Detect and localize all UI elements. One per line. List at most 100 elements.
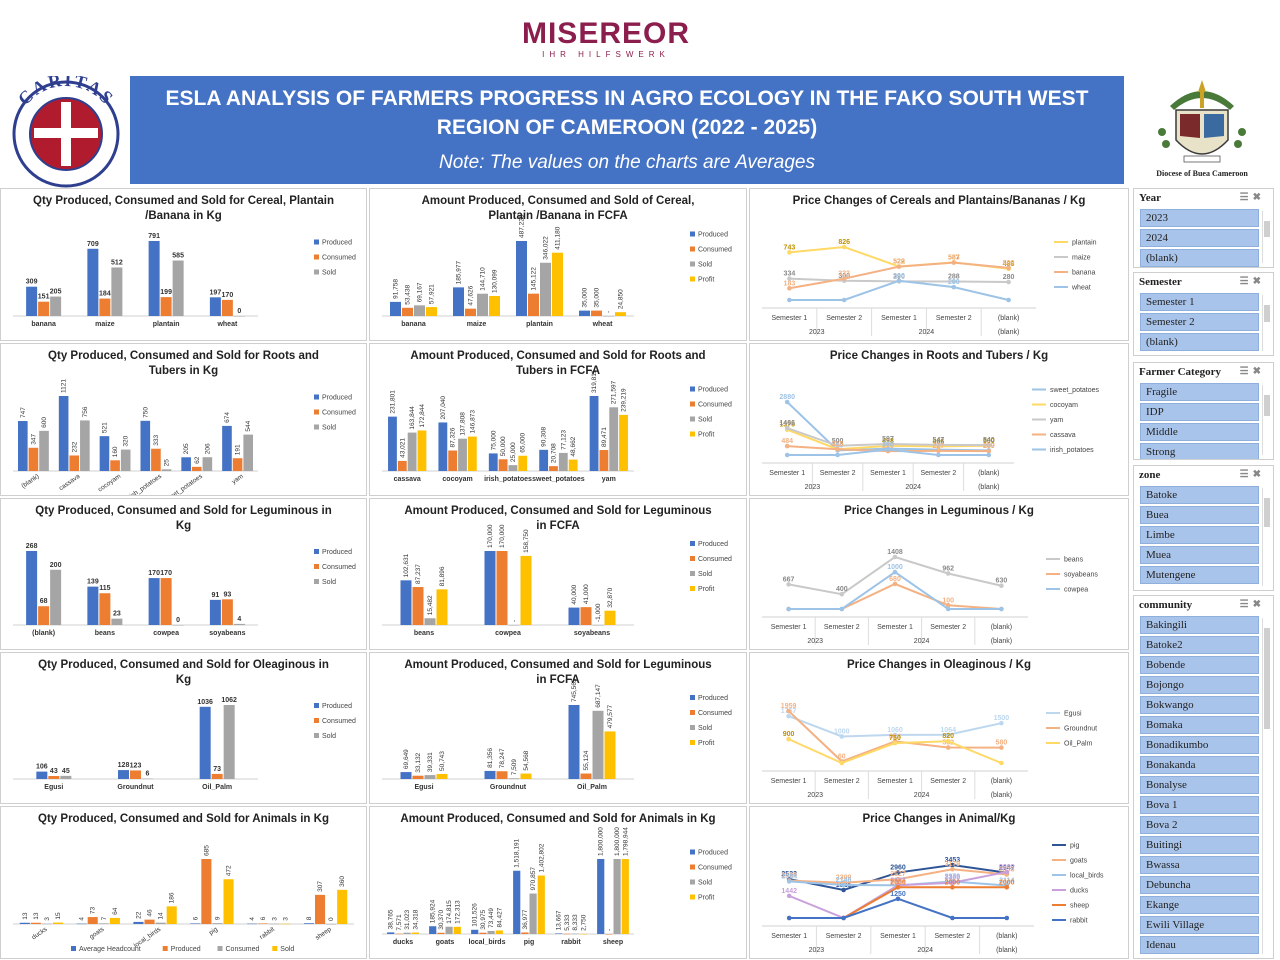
multi-select-icon[interactable]: ☰✖	[1239, 276, 1265, 287]
legend-consumed: Consumed	[322, 410, 356, 417]
bar-consumed-beans	[99, 593, 111, 625]
slicer-item-bokwango[interactable]: Bokwango	[1140, 696, 1259, 714]
slicer-item-debuncha[interactable]: Debuncha	[1140, 876, 1259, 894]
slicer-item-semester-2[interactable]: Semester 2	[1140, 313, 1259, 331]
panel-qty-roots: 747 347 600 (blank) 1121 232 756 cassava 521 160 3…	[0, 343, 367, 496]
slicer-item-batoke[interactable]: Batoke	[1140, 486, 1259, 504]
bar-average-headcount-sheep	[303, 923, 315, 924]
slicer-item-bonalyse[interactable]: Bonalyse	[1140, 776, 1259, 794]
category-label: banana	[31, 321, 56, 328]
bar-profit-sweet-potatoes	[568, 459, 578, 471]
data-label: 7	[101, 916, 108, 920]
data-label: 84,427	[496, 907, 503, 927]
point-cassava	[936, 448, 941, 454]
scrollbar-thumb[interactable]	[1264, 221, 1270, 237]
bar-profit-groundnut	[520, 773, 532, 779]
slicer-scrollbar[interactable]	[1262, 618, 1271, 954]
chart-title: Price Changes in Oleaginous / Kg	[846, 659, 1032, 671]
multi-select-icon[interactable]: ☰✖	[1239, 469, 1265, 480]
category-label: sheep	[603, 939, 623, 946]
multi-select-icon[interactable]: ☰✖	[1239, 599, 1265, 610]
legend-rabbit: rabbit	[1070, 918, 1088, 925]
bar-sold-banana	[414, 305, 425, 316]
x-tick-label: Semester 2	[921, 470, 957, 477]
slicer-item-batoke2[interactable]: Batoke2	[1140, 636, 1259, 654]
data-label: 1064	[940, 727, 956, 734]
slicer-item-2023[interactable]: 2023	[1140, 209, 1259, 227]
data-label: 160	[112, 446, 119, 457]
slicer-item-limbe[interactable]: Limbe	[1140, 526, 1259, 544]
scrollbar-thumb[interactable]	[1264, 498, 1270, 528]
multi-select-icon[interactable]: ☰✖	[1239, 192, 1265, 203]
bar-sold-cowpea	[172, 625, 184, 626]
slicer-scrollbar[interactable]	[1262, 211, 1271, 263]
bar-sold-irish-potatoes	[508, 465, 518, 471]
data-label: 13	[33, 912, 40, 920]
data-label: 13,667	[556, 910, 563, 930]
x-tick-label: Semester 2	[824, 624, 860, 631]
slicer-item-strong[interactable]: Strong	[1140, 443, 1259, 459]
legend-swatch	[314, 564, 319, 569]
slicer-item-mutengene[interactable]: Mutengene	[1140, 566, 1259, 584]
x-group-label: 2023	[805, 484, 821, 491]
slicer-item-muea[interactable]: Muea	[1140, 546, 1259, 564]
scrollbar-thumb[interactable]	[1264, 305, 1270, 322]
data-label: 2880	[779, 394, 795, 401]
slicer-scrollbar[interactable]	[1262, 385, 1271, 455]
legend-swatch	[690, 586, 695, 591]
legend-sweet-potatoes: sweet_potatoes	[1050, 387, 1100, 394]
data-label: 93	[223, 591, 231, 598]
slicer-item-ewili-village[interactable]: Ewili Village	[1140, 916, 1259, 934]
bar-produced-wheat	[579, 310, 590, 316]
slicer-item-ekange[interactable]: Ekange	[1140, 896, 1259, 914]
slicer-item-bwassa[interactable]: Bwassa	[1140, 856, 1259, 874]
slicer-scrollbar[interactable]	[1262, 488, 1271, 586]
bar-consumed-cocoyam	[448, 450, 458, 471]
slicer-item-idp[interactable]: IDP	[1140, 403, 1259, 421]
bar-sold-groundnut	[508, 778, 520, 779]
data-label: 137,808	[460, 412, 467, 436]
scrollbar-thumb[interactable]	[1264, 395, 1270, 416]
category-label: wheat	[216, 321, 238, 328]
slicer-item-bojongo[interactable]: Bojongo	[1140, 676, 1259, 694]
scrollbar-thumb[interactable]	[1264, 628, 1270, 729]
data-label: 68	[40, 598, 48, 605]
data-label: 2133	[890, 877, 906, 884]
slicer-scrollbar[interactable]	[1262, 295, 1271, 351]
slicer-item-idenau[interactable]: Idenau	[1140, 936, 1259, 954]
slicer-item-buea[interactable]: Buea	[1140, 506, 1259, 524]
slicer-item-bova-1[interactable]: Bova 1	[1140, 796, 1259, 814]
data-label: 484	[781, 438, 793, 445]
slicer-item-bonadikumbo[interactable]: Bonadikumbo	[1140, 736, 1259, 754]
bar-sold-ducks	[52, 922, 64, 924]
panel-amt-oleaginous: 69,649 33,132 39,331 50,743 Egusi 81,356 78,24…	[369, 652, 747, 804]
legend-swatch	[690, 261, 695, 267]
bar-consumed-yam	[599, 450, 609, 471]
slicer-item-buitingi[interactable]: Buitingi	[1140, 836, 1259, 854]
data-label: 185,977	[456, 260, 463, 284]
data-label: 130,099	[492, 269, 499, 293]
data-label: 35,000	[594, 287, 601, 307]
bar-profit-sheep	[621, 859, 629, 934]
data-label: 2114	[999, 878, 1014, 885]
slicer-item-middle[interactable]: Middle	[1140, 423, 1259, 441]
slicer-item-2024[interactable]: 2024	[1140, 229, 1259, 247]
bar-sold-cassava	[80, 420, 90, 471]
slicer-item-bakingili[interactable]: Bakingili	[1140, 616, 1259, 634]
point-rabbit	[786, 915, 792, 921]
data-label: 210	[882, 443, 894, 450]
slicer-item-bova-2[interactable]: Bova 2	[1140, 816, 1259, 834]
data-label: 62	[194, 456, 201, 464]
slicer-item-bonakanda[interactable]: Bonakanda	[1140, 756, 1259, 774]
point-ducks	[786, 893, 792, 899]
panel-amt-roots: 231,801 43,021 163,844 172,844 cassava 207,04…	[369, 343, 747, 496]
slicer-item-fragile[interactable]: Fragile	[1140, 383, 1259, 401]
slicer-item-bobende[interactable]: Bobende	[1140, 656, 1259, 674]
slicer-item-semester-1[interactable]: Semester 1	[1140, 293, 1259, 311]
slicer-item-bomaka[interactable]: Bomaka	[1140, 716, 1259, 734]
slicer-item-blank[interactable]: (blank)	[1140, 333, 1259, 351]
slicer-item-blank[interactable]: (blank)	[1140, 249, 1259, 267]
data-label: 22	[135, 911, 142, 919]
bar-sold-yam	[609, 407, 619, 471]
multi-select-icon[interactable]: ☰✖	[1239, 366, 1265, 377]
